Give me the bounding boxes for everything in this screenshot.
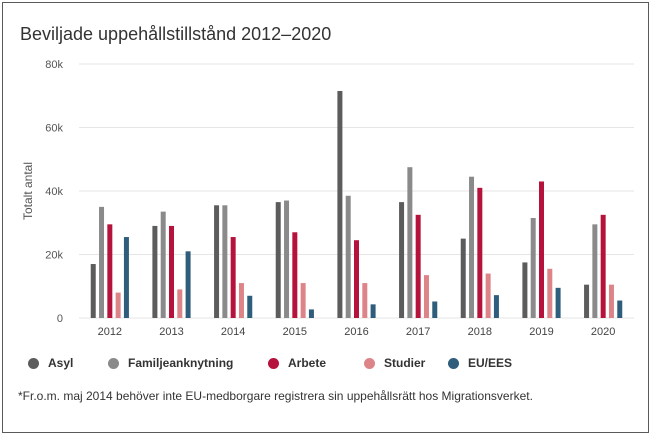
legend-item[interactable]: Familjeanknytning [108, 356, 268, 370]
bar-studier-2017 [423, 275, 429, 318]
legend-label: Studier [384, 356, 426, 370]
x-tick-label: 2019 [529, 326, 553, 338]
bar-eu-ees-2015 [308, 309, 314, 318]
y-tick-label: 40k [45, 186, 63, 198]
bar-eu-ees-2012 [123, 237, 129, 318]
y-axis-label: Totalt antal [21, 162, 35, 220]
bar-familjeanknytning-2020 [592, 224, 598, 318]
legend-label: EU/EES [468, 356, 513, 370]
x-tick-label: 2020 [591, 326, 615, 338]
bar-arbete-2020 [600, 214, 606, 318]
bar-arbete-2015 [292, 232, 298, 318]
bar-asyl-2018 [460, 238, 466, 318]
bar-asyl-2015 [275, 202, 281, 318]
bar-asyl-2020 [584, 284, 590, 318]
bar-familjeanknytning-2013 [160, 211, 166, 318]
bar-eu-ees-2016 [370, 304, 376, 318]
bar-familjeanknytning-2015 [284, 200, 290, 318]
bar-familjeanknytning-2017 [407, 167, 413, 318]
y-tick-label: 60k [45, 123, 63, 135]
x-tick-label: 2017 [406, 326, 430, 338]
bar-studier-2014 [238, 283, 244, 318]
bar-arbete-2019 [539, 181, 544, 318]
y-tick-label: 80k [45, 59, 63, 71]
bar-eu-ees-2018 [493, 295, 499, 318]
legend-item[interactable]: Asyl [28, 356, 108, 370]
footnote: *Fr.o.m. maj 2014 behöver inte EU-medbor… [18, 389, 533, 403]
bar-eu-ees-2019 [555, 287, 561, 318]
legend-label: Familjeanknytning [128, 356, 234, 370]
bar-asyl-2012 [90, 264, 96, 318]
legend-item[interactable]: Arbete [268, 356, 364, 370]
x-tick-label: 2012 [98, 326, 122, 338]
bar-arbete-2012 [107, 224, 113, 318]
bar-asyl-2013 [152, 225, 158, 318]
bar-studier-2015 [300, 283, 306, 318]
bar-eu-ees-2013 [185, 251, 191, 318]
bar-familjeanknytning-2019 [530, 217, 536, 318]
bar-studier-2012 [115, 292, 121, 318]
legend-swatch [364, 357, 375, 369]
bar-familjeanknytning-2012 [99, 206, 105, 318]
bar-arbete-2016 [354, 240, 359, 318]
legend-swatch [448, 357, 459, 369]
x-tick-label: 2015 [283, 326, 307, 338]
legend-swatch [268, 357, 279, 369]
legend-swatch [28, 357, 39, 369]
bar-studier-2020 [608, 284, 614, 318]
bar-arbete-2013 [169, 225, 174, 318]
y-tick-label: 20k [45, 250, 63, 262]
x-tick-label: 2014 [221, 326, 245, 338]
bar-studier-2019 [547, 268, 553, 318]
bar-asyl-2019 [522, 262, 528, 318]
bar-asyl-2016 [337, 90, 343, 318]
bar-familjeanknytning-2016 [345, 195, 351, 318]
bar-studier-2016 [362, 283, 368, 318]
bar-eu-ees-2014 [247, 295, 253, 318]
x-tick-label: 2018 [468, 326, 492, 338]
legend-item[interactable]: Studier [364, 356, 448, 370]
chart-title: Beviljade uppehållstillstånd 2012–2020 [20, 24, 332, 44]
x-tick-label: 2016 [344, 326, 368, 338]
bar-arbete-2018 [477, 187, 483, 318]
bar-studier-2018 [485, 273, 491, 318]
legend-swatch [108, 357, 119, 369]
legend-label: Arbete [288, 356, 327, 370]
y-tick-label: 0 [57, 313, 63, 325]
bar-studier-2013 [177, 289, 183, 318]
bar-arbete-2014 [230, 237, 236, 318]
bar-eu-ees-2017 [432, 301, 438, 318]
bar-familjeanknytning-2014 [222, 205, 228, 318]
x-tick-label: 2013 [159, 326, 183, 338]
bar-asyl-2014 [214, 205, 220, 318]
legend-item[interactable]: EU/EES [448, 356, 528, 370]
bar-asyl-2017 [399, 202, 405, 318]
legend-label: Asyl [48, 356, 74, 370]
bar-arbete-2017 [415, 214, 421, 318]
bar-familjeanknytning-2018 [469, 176, 475, 318]
chart-legend: Asyl Familjeanknytning Arbete Studier EU/EES [28, 353, 528, 373]
bar-eu-ees-2020 [617, 300, 623, 318]
